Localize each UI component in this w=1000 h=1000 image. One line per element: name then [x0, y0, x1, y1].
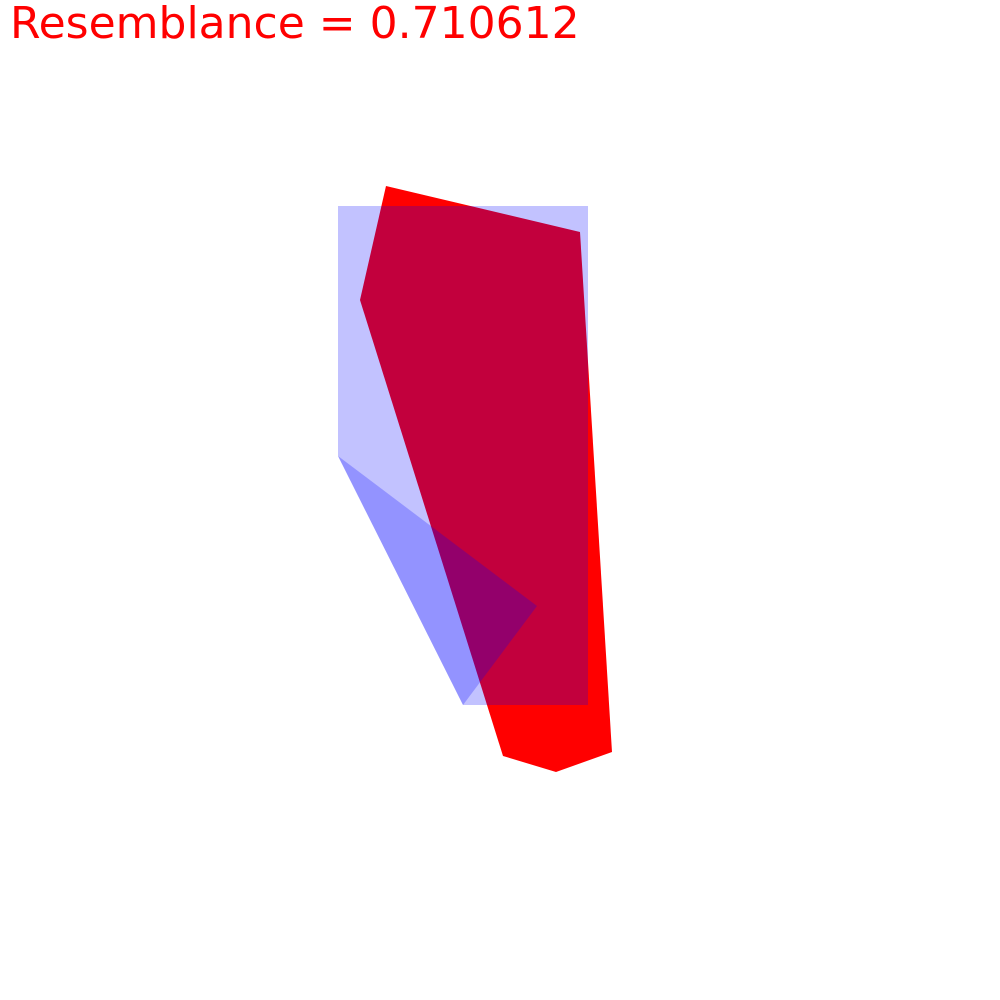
resemblance-score-label: Resemblance = 0.710612 [10, 0, 580, 49]
blue-triangle [338, 456, 537, 705]
red-polygon [360, 186, 612, 772]
blue-polygon [338, 206, 588, 705]
